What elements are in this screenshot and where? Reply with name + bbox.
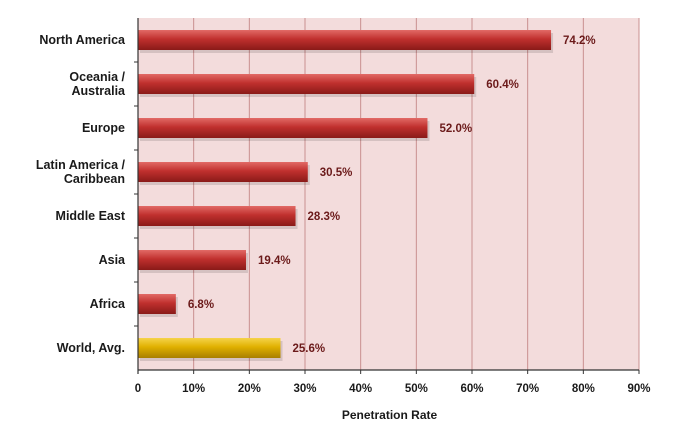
bar: [138, 294, 176, 314]
bar: [138, 206, 296, 226]
x-tick-label: 80%: [572, 383, 595, 395]
category-label: Oceania / Australia: [69, 70, 126, 98]
category-label: World, Avg.: [57, 341, 125, 355]
category-label: Latin America / Caribbean: [36, 158, 126, 186]
category-label: Asia: [99, 253, 126, 267]
bars: [138, 30, 554, 361]
category-label: Middle East: [56, 209, 126, 223]
x-tick-label: 50%: [405, 383, 428, 395]
x-tick-label: 90%: [627, 383, 650, 395]
bar: [138, 162, 308, 182]
x-tick-label: 20%: [238, 383, 261, 395]
x-tick-label: 70%: [516, 383, 539, 395]
category-label: Africa: [90, 297, 126, 311]
category-label: Europe: [82, 121, 125, 135]
plot-area: [138, 18, 639, 370]
x-tick-label: 0: [135, 383, 141, 395]
x-tick-label: 40%: [349, 383, 372, 395]
bar: [138, 118, 428, 138]
data-label: 28.3%: [308, 211, 341, 223]
x-tick-label: 60%: [460, 383, 483, 395]
data-label: 52.0%: [439, 123, 472, 135]
data-label: 6.8%: [188, 299, 214, 311]
bar: [138, 30, 552, 50]
bar-world-avg: [138, 338, 281, 358]
data-label: 19.4%: [258, 255, 291, 267]
bar: [138, 250, 246, 270]
labels: 0 10% 20% 30% 40% 50% 60% 70% 80% 90% 74.2% North A…: [36, 33, 651, 395]
data-label: 25.6%: [293, 343, 326, 355]
x-tick-label: 10%: [182, 383, 205, 395]
data-label: 30.5%: [320, 167, 353, 179]
data-label: 74.2%: [563, 35, 596, 47]
x-tick-label: 30%: [293, 383, 316, 395]
data-label: 60.4%: [486, 79, 519, 91]
axes: [134, 18, 640, 374]
category-label: North America: [39, 33, 126, 47]
bar: [138, 74, 475, 94]
x-axis-title: Penetration Rate: [342, 408, 438, 422]
